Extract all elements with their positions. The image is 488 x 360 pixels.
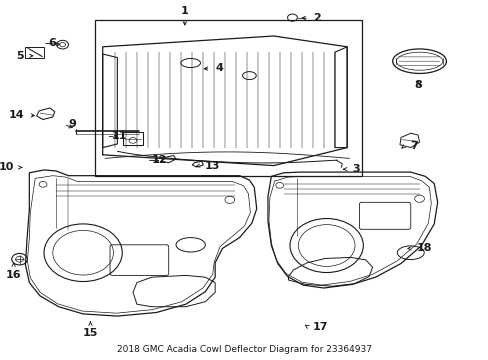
Text: 11: 11 (111, 131, 127, 141)
Text: 8: 8 (413, 80, 421, 90)
Text: 2018 GMC Acadia Cowl Deflector Diagram for 23364937: 2018 GMC Acadia Cowl Deflector Diagram f… (117, 345, 371, 354)
Text: 6: 6 (48, 38, 56, 48)
Text: 14: 14 (9, 110, 24, 120)
Text: 10: 10 (0, 162, 14, 172)
Text: 7: 7 (409, 141, 417, 151)
Text: 18: 18 (416, 243, 431, 253)
Text: 17: 17 (312, 322, 328, 332)
Bar (95, 20, 361, 176)
Text: 16: 16 (6, 270, 21, 280)
Text: 3: 3 (351, 164, 359, 174)
Text: 5: 5 (16, 51, 23, 61)
Text: 9: 9 (68, 119, 76, 129)
Text: 1: 1 (181, 6, 188, 16)
Text: 15: 15 (82, 328, 98, 338)
Text: 13: 13 (204, 161, 219, 171)
Text: 2: 2 (312, 13, 320, 23)
Text: 12: 12 (151, 155, 167, 165)
Text: 4: 4 (215, 63, 223, 73)
